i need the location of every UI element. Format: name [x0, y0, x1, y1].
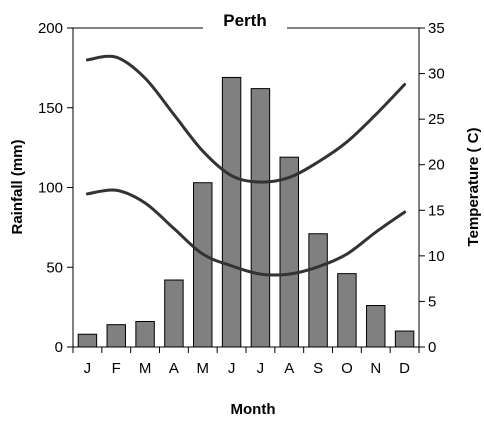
grid-layer: [73, 27, 419, 348]
left-tick-label: 150: [38, 100, 63, 117]
rainfall-bar: [308, 233, 328, 348]
left-tick-label: 0: [55, 339, 63, 356]
right-tick-label: 25: [428, 111, 445, 128]
rainfall-bar: [337, 273, 357, 348]
right-tick-label: 0: [428, 339, 436, 356]
month-label: A: [169, 360, 179, 377]
rainfall-bar: [366, 305, 386, 348]
month-label: F: [112, 360, 121, 377]
rainfall-bar: [279, 156, 299, 348]
month-label: J: [84, 360, 92, 377]
left-tick-label: 50: [46, 259, 63, 276]
month-label: O: [341, 360, 353, 377]
month-label: M: [139, 360, 152, 377]
rainfall-bar: [193, 182, 213, 348]
lines-layer: [85, 54, 407, 277]
rainfall-bar: [77, 333, 98, 348]
month-label: A: [284, 360, 294, 377]
min-temperature-line: [85, 188, 407, 277]
y-axis-title: Rainfall (mm): [9, 139, 26, 234]
rainfall-bar: [221, 76, 242, 348]
rainfall-bar: [394, 330, 415, 348]
month-label: S: [313, 360, 323, 377]
left-tick-label: 100: [38, 180, 63, 197]
right-tick-label: 15: [428, 202, 445, 219]
rainfall-bar: [164, 279, 184, 348]
right-axis: 0 5 10 15 20 25 30 35: [418, 20, 445, 356]
month-label: D: [399, 360, 410, 377]
chart-title: Perth: [223, 11, 266, 30]
month-label: J: [257, 360, 265, 377]
rainfall-bar: [250, 88, 271, 348]
rainfall-bar: [106, 324, 126, 348]
right-tick-label: 30: [428, 66, 445, 83]
month-label: N: [370, 360, 381, 377]
month-label: J: [228, 360, 236, 377]
x-axis-title: Month: [231, 401, 276, 418]
month-label: M: [197, 360, 210, 377]
right-tick-label: 5: [428, 293, 436, 310]
left-axis: 0 50 100 150 200: [38, 20, 74, 356]
max-temperature-line: [85, 54, 407, 184]
bars-layer: [77, 76, 415, 348]
right-tick-label: 20: [428, 157, 445, 174]
right-tick-label: 35: [428, 20, 445, 37]
rainfall-bar: [135, 320, 155, 348]
right-tick-label: 10: [428, 248, 445, 265]
left-tick-label: 200: [38, 20, 63, 37]
y2-axis-title: Temperature ( C): [465, 128, 482, 247]
